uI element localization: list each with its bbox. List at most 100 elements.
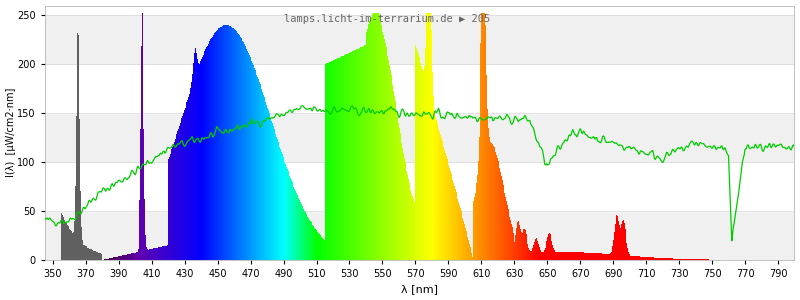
Bar	[315, 229, 316, 260]
Bar	[150, 249, 151, 260]
Bar	[263, 94, 264, 260]
Bar	[474, 193, 475, 260]
Bar	[272, 124, 273, 260]
Bar	[464, 224, 465, 260]
Bar	[631, 256, 632, 260]
Bar	[543, 251, 544, 260]
Bar	[591, 253, 592, 260]
Bar	[335, 59, 336, 260]
Bar	[210, 39, 211, 260]
Bar	[638, 256, 639, 260]
Bar	[223, 26, 224, 260]
Bar	[347, 54, 348, 260]
Bar	[656, 258, 657, 260]
Bar	[169, 157, 170, 260]
Bar	[482, 14, 483, 260]
Bar	[433, 96, 434, 260]
Bar	[549, 233, 550, 260]
Bar	[364, 46, 365, 260]
Bar	[390, 75, 391, 260]
Bar	[92, 250, 94, 260]
Bar	[529, 250, 530, 260]
Bar	[366, 32, 367, 260]
Bar	[349, 53, 350, 260]
Bar	[278, 144, 279, 260]
Bar	[80, 191, 81, 260]
Bar	[637, 256, 638, 260]
Bar	[221, 27, 222, 260]
Bar	[540, 250, 541, 260]
Bar	[222, 26, 223, 260]
Bar	[201, 59, 202, 260]
Bar	[83, 244, 84, 260]
Bar	[353, 51, 354, 260]
Bar	[190, 88, 191, 260]
Bar	[228, 26, 229, 260]
Bar	[224, 25, 225, 260]
Bar	[243, 42, 244, 260]
Bar	[456, 192, 457, 260]
Bar	[541, 251, 542, 260]
Bar	[298, 198, 299, 260]
Bar	[414, 205, 415, 260]
Bar	[145, 235, 146, 260]
Bar	[659, 258, 660, 260]
Bar	[101, 254, 102, 260]
Bar	[95, 251, 96, 260]
Bar	[70, 230, 71, 260]
Bar	[91, 250, 93, 260]
Bar	[650, 257, 651, 260]
Bar	[487, 109, 488, 260]
Bar	[577, 252, 578, 260]
Bar	[184, 110, 185, 260]
Bar	[449, 168, 450, 260]
Bar	[605, 254, 606, 260]
Bar	[621, 227, 622, 260]
Bar	[105, 259, 106, 260]
Bar	[600, 254, 601, 260]
Bar	[681, 259, 682, 260]
Bar	[382, 32, 383, 260]
Bar	[622, 221, 623, 260]
Bar	[576, 252, 577, 260]
Bar	[289, 173, 290, 260]
Bar	[594, 253, 595, 260]
Bar	[426, 14, 427, 260]
Bar	[598, 253, 599, 260]
Bar	[387, 56, 388, 260]
Bar	[546, 241, 547, 260]
Bar	[218, 28, 219, 260]
Bar	[423, 71, 424, 260]
Bar	[202, 57, 203, 260]
Bar	[180, 124, 181, 260]
Bar	[699, 259, 700, 260]
Bar	[586, 253, 588, 260]
Bar	[293, 184, 294, 260]
Bar	[119, 256, 121, 260]
Bar	[393, 91, 394, 260]
Bar	[128, 254, 129, 260]
Bar	[503, 189, 505, 260]
Bar	[500, 172, 501, 260]
Bar	[403, 153, 404, 260]
Bar	[129, 254, 130, 260]
Bar	[188, 97, 189, 260]
Bar	[501, 176, 502, 260]
Bar	[512, 227, 513, 260]
Bar	[671, 258, 672, 260]
Bar	[287, 169, 288, 260]
Bar	[369, 24, 370, 260]
Bar	[588, 253, 589, 260]
Bar	[602, 254, 603, 260]
Bar	[269, 113, 270, 260]
Bar	[71, 232, 72, 260]
Bar	[339, 57, 341, 260]
Bar	[581, 252, 582, 260]
Bar	[590, 253, 591, 260]
Bar	[276, 136, 277, 260]
Bar	[378, 14, 379, 260]
Bar	[234, 29, 235, 260]
Bar	[142, 45, 143, 260]
Bar	[451, 174, 452, 260]
Bar	[193, 63, 194, 260]
